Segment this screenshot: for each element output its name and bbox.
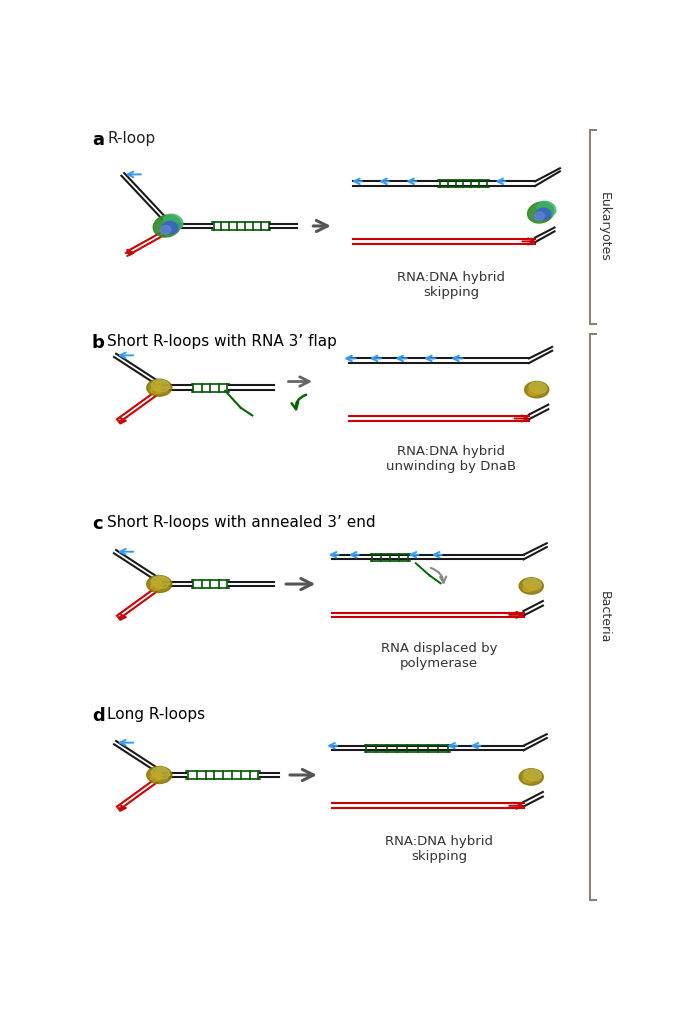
Ellipse shape — [151, 582, 162, 590]
Text: RNA:DNA hybrid
unwinding by DnaB: RNA:DNA hybrid unwinding by DnaB — [386, 445, 516, 474]
Text: b: b — [92, 334, 105, 352]
Text: RNA:DNA hybrid
skipping: RNA:DNA hybrid skipping — [385, 835, 493, 863]
Text: RNA displaced by
polymerase: RNA displaced by polymerase — [381, 642, 497, 670]
Ellipse shape — [151, 767, 170, 779]
Text: Eukaryotes: Eukaryotes — [597, 192, 610, 261]
Ellipse shape — [534, 213, 545, 221]
Text: RNA:DNA hybrid
skipping: RNA:DNA hybrid skipping — [397, 271, 506, 299]
Ellipse shape — [151, 379, 170, 392]
Ellipse shape — [529, 382, 547, 394]
Text: Bacteria: Bacteria — [597, 591, 610, 643]
Ellipse shape — [147, 576, 172, 593]
Text: Short R-loops with annealed 3’ end: Short R-loops with annealed 3’ end — [108, 515, 376, 530]
Ellipse shape — [536, 208, 551, 220]
Ellipse shape — [527, 202, 553, 223]
Ellipse shape — [163, 215, 183, 230]
Text: R-loop: R-loop — [108, 131, 155, 146]
Ellipse shape — [151, 385, 162, 394]
Text: a: a — [92, 131, 104, 149]
Ellipse shape — [153, 215, 181, 237]
Ellipse shape — [523, 584, 534, 592]
Ellipse shape — [525, 381, 549, 398]
Ellipse shape — [523, 775, 534, 783]
Text: d: d — [92, 707, 105, 725]
Text: Long R-loops: Long R-loops — [108, 707, 206, 722]
Ellipse shape — [523, 769, 541, 781]
Ellipse shape — [160, 226, 171, 234]
Ellipse shape — [529, 387, 540, 396]
Ellipse shape — [151, 773, 162, 781]
Ellipse shape — [537, 201, 556, 217]
Ellipse shape — [147, 379, 172, 397]
Text: Short R-loops with RNA 3’ flap: Short R-loops with RNA 3’ flap — [108, 334, 337, 349]
Ellipse shape — [519, 769, 543, 785]
Ellipse shape — [151, 576, 170, 588]
Text: c: c — [92, 515, 103, 533]
Ellipse shape — [523, 579, 541, 590]
Ellipse shape — [519, 578, 543, 594]
Ellipse shape — [147, 767, 172, 783]
Ellipse shape — [162, 222, 178, 234]
